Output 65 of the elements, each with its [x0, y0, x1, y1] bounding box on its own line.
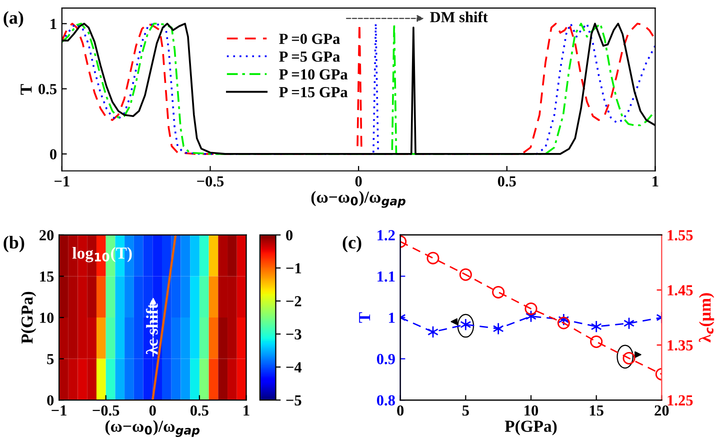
y2-tick-label: 1.45 [668, 285, 693, 296]
point [427, 326, 438, 338]
point [590, 335, 603, 348]
y-tick-label: 1 [50, 18, 56, 29]
point [524, 302, 538, 315]
y-tick-label: 1.1 [378, 271, 395, 282]
point [492, 286, 505, 298]
annotation: DM shift [430, 11, 488, 22]
y-tick-label: 0.8 [376, 395, 395, 406]
x-axis-title: P(GPa) [504, 420, 557, 436]
x-tick-label: 0 [149, 405, 156, 416]
x-tick-label: 1 [244, 405, 250, 416]
y-tick-label: 0.5 [38, 84, 56, 94]
color-bar-label: −5 [286, 395, 302, 406]
point [558, 313, 570, 326]
color-bar-label: −2 [286, 296, 302, 306]
y-tick-label: 1 [389, 312, 395, 323]
y-tick-label: 1.2 [378, 230, 395, 240]
x-tick-label: −1 [54, 176, 70, 186]
point [525, 310, 537, 323]
x-tick-label: 0.5 [190, 405, 208, 416]
x-tick-label: 0 [397, 405, 404, 416]
x-tick-label: 20 [654, 405, 669, 416]
x-tick-label: 10 [524, 405, 538, 416]
y-tick-label: 5 [47, 354, 54, 364]
legend-label: P =0 GPa [279, 34, 340, 44]
y-tick-label: 10 [40, 312, 54, 323]
color-bar-label: −1 [286, 263, 302, 274]
point [426, 252, 440, 264]
y2-tick-label: 1.55 [668, 230, 693, 240]
x-axis-title: (ω−ω$_{0}$)/ω$_{gap}$ [105, 420, 200, 437]
x-tick-label: 5 [462, 406, 469, 416]
legend-label: P =15 GPa [279, 87, 348, 98]
x-tick-label: 0.5 [498, 176, 516, 187]
y-axis-title: P(GPa) [21, 292, 36, 344]
chart-title: (b) [4, 236, 24, 252]
point [557, 316, 570, 330]
point [492, 322, 504, 335]
x-axis-title: (ω−ω$_{0}$)/ω$_{gap}$ [311, 190, 406, 208]
chart-title: (c) [342, 236, 362, 252]
y-axis-title: T [359, 312, 370, 323]
point [590, 320, 602, 333]
y2-axis-title: λ$_{c}$(μm) [698, 293, 714, 342]
y-tick-label: 20 [40, 230, 54, 240]
x-tick-label: 15 [590, 405, 604, 416]
y2-tick-label: 1.25 [668, 395, 693, 406]
y-tick-label: 15 [40, 271, 54, 282]
x-tick-label: −0.5 [92, 405, 120, 416]
y-axis-title: T [20, 84, 32, 95]
x-tick-label: −0.5 [197, 176, 224, 187]
x-tick-label: 1 [652, 176, 658, 186]
color-bar-label: −3 [286, 329, 302, 340]
y-tick-label: 0 [47, 395, 54, 406]
x-tick-label: −1 [52, 405, 66, 416]
y-tick-label: 0.9 [376, 354, 395, 364]
legend-label: P =5 GPa [279, 52, 340, 62]
y2-tick-label: 1.35 [668, 340, 693, 351]
y-tick-label: 0 [50, 149, 56, 160]
color-bar-label: −4 [286, 362, 302, 372]
x-tick-label: 0 [355, 176, 362, 186]
point [624, 317, 635, 330]
chart-title: (a) [4, 11, 24, 28]
legend-label: P =10 GPa [279, 69, 348, 80]
point [459, 268, 472, 281]
color-bar-label: 0 [286, 230, 293, 240]
